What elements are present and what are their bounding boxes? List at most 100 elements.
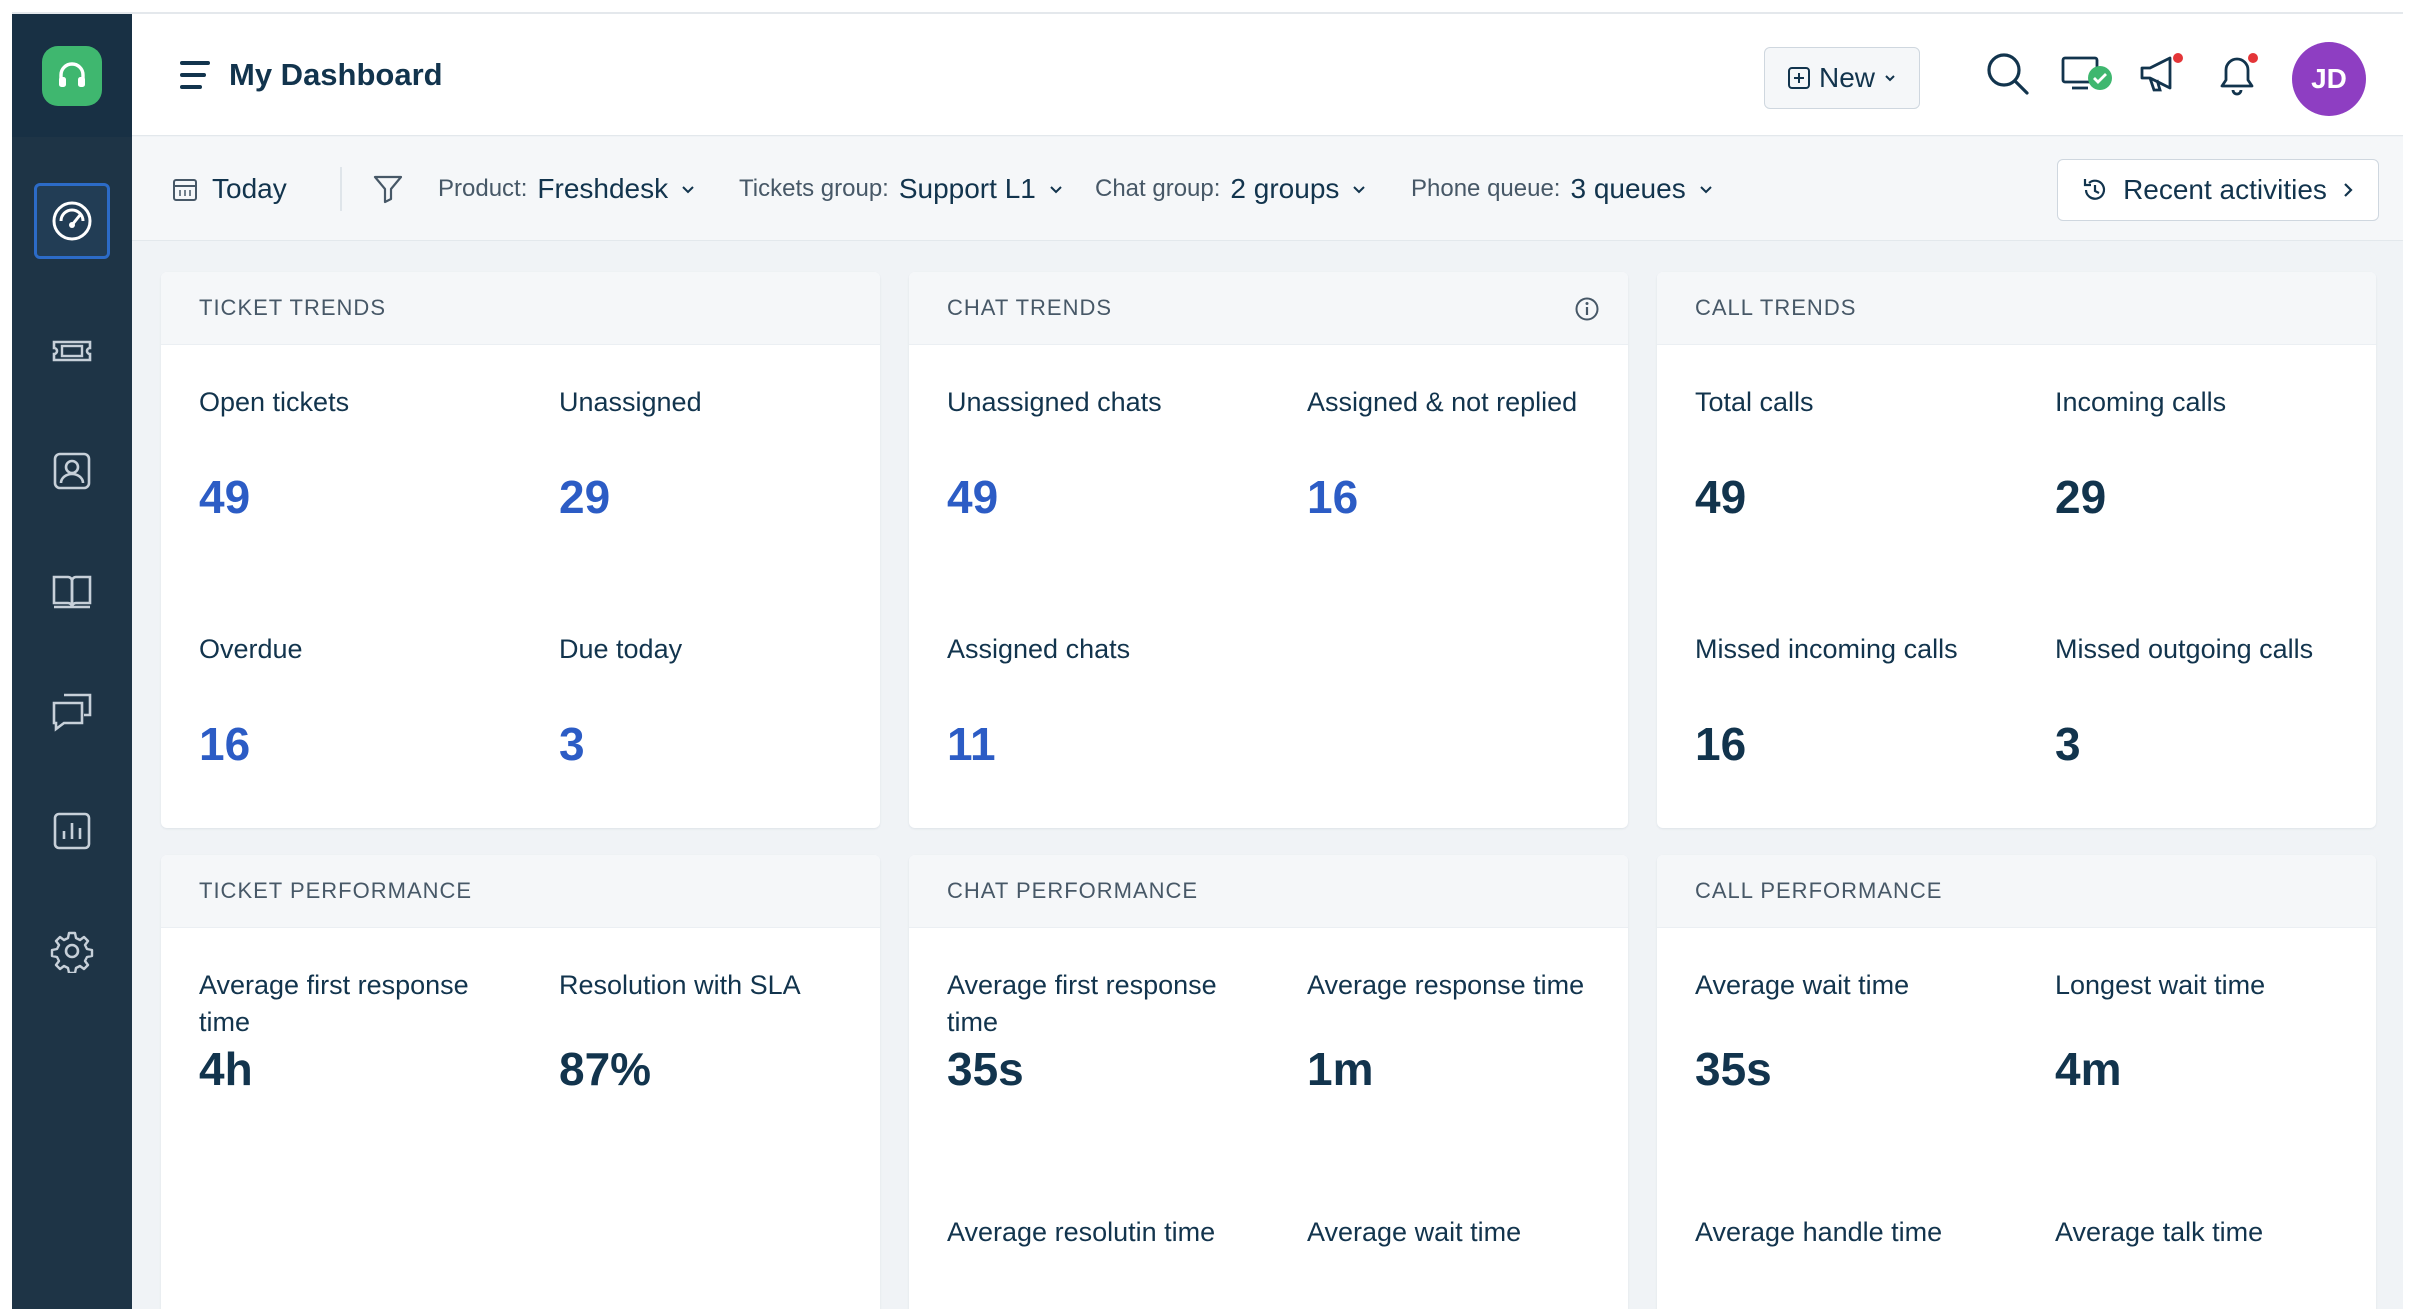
sidebar-item-tickets[interactable] (34, 313, 110, 389)
filter-button[interactable] (372, 137, 404, 241)
assigned-chats-metric[interactable]: Assigned chats 11 (947, 631, 1277, 772)
calendar-icon (173, 179, 197, 201)
filter-divider (340, 167, 342, 211)
metric-value: 29 (559, 471, 611, 523)
new-button[interactable]: New (1764, 47, 1920, 109)
phone-queue-filter[interactable]: Phone queue: 3 queues (1411, 137, 1714, 241)
avg-resolution-time-metric[interactable]: Average resolutin time (947, 1214, 1277, 1251)
metric-value: 3 (2055, 718, 2081, 770)
sidebar-item-settings[interactable] (34, 913, 110, 989)
metric-value: 3 (559, 718, 585, 770)
chevron-down-icon (1353, 186, 1366, 194)
metric-label: Average first response time (199, 970, 469, 1037)
history-icon (2083, 179, 2106, 200)
knowledge-base-icon (52, 575, 92, 609)
unassigned-chats-metric[interactable]: Unassigned chats 49 (947, 384, 1277, 525)
metric-label: Due today (559, 634, 683, 664)
megaphone-icon (2140, 53, 2183, 92)
info-icon[interactable] (1574, 296, 1600, 322)
search-button[interactable] (1984, 50, 2032, 103)
sidebar-item-conversations[interactable] (34, 673, 110, 749)
new-button-label: New (1818, 62, 1875, 93)
sidebar (12, 14, 132, 1309)
chat-group-filter-value: 2 groups (1230, 173, 1340, 204)
avg-talk-time-metric[interactable]: Average talk time (2055, 1214, 2376, 1251)
avatar[interactable]: JD (2292, 42, 2366, 116)
tickets-group-filter-label: Tickets group: (739, 175, 889, 202)
metric-value: 49 (947, 471, 999, 523)
metric-label: Assigned & not replied (1307, 387, 1578, 417)
metric-value: 16 (1307, 471, 1359, 523)
metric-label: Average first response time (947, 970, 1217, 1037)
conversations-icon (52, 693, 92, 732)
metric-value: 4h (199, 1043, 253, 1095)
card-title: TICKET TRENDS (161, 272, 880, 345)
chat-group-filter[interactable]: Chat group: 2 groups (1095, 137, 1367, 241)
avg-handle-time-metric[interactable]: Average handle time (1695, 1214, 2025, 1251)
chat-group-filter-label: Chat group: (1095, 175, 1221, 202)
open-tickets-metric[interactable]: Open tickets 49 (199, 384, 529, 525)
metric-value: 11 (947, 718, 996, 770)
metric-value: 29 (2055, 471, 2107, 523)
overdue-tickets-metric[interactable]: Overdue 16 (199, 631, 529, 772)
notifications-button[interactable] (2214, 50, 2264, 103)
avg-first-response-metric[interactable]: Average first response time 4h (199, 967, 519, 1097)
headset-icon (59, 61, 85, 87)
metric-label: Average wait time (1307, 1217, 1522, 1247)
date-filter[interactable]: Today (172, 137, 299, 241)
chat-performance-card: CHAT PERFORMANCE Average first response … (909, 855, 1628, 1309)
metric-label: Incoming calls (2055, 387, 2227, 417)
unassigned-tickets-metric[interactable]: Unassigned 29 (559, 384, 880, 525)
contacts-icon (53, 452, 91, 490)
sidebar-item-knowledge-base[interactable] (34, 553, 110, 629)
avg-wait-time-metric[interactable]: Average wait time (1307, 1214, 1628, 1251)
chevron-down-icon (682, 186, 694, 194)
product-filter-value: Freshdesk (537, 173, 669, 204)
avg-first-response-metric[interactable]: Average first response time 35s (947, 967, 1267, 1097)
metric-value: 87% (559, 1043, 652, 1095)
analytics-icon (53, 812, 91, 850)
ticket-performance-card: TICKET PERFORMANCE Average first respons… (161, 855, 880, 1309)
sidebar-item-analytics[interactable] (34, 793, 110, 869)
sidebar-item-contacts[interactable] (34, 433, 110, 509)
tickets-group-filter[interactable]: Tickets group: Support L1 (739, 137, 1064, 241)
announcements-button[interactable] (2138, 50, 2188, 103)
longest-wait-time-metric[interactable]: Longest wait time 4m (2055, 967, 2376, 1097)
ticket-trends-card: TICKET TRENDS Open tickets 49 Unassigned… (161, 272, 880, 828)
chat-trends-card: CHAT TRENDS Unassigned chats 49 Assigned… (909, 272, 1628, 828)
card-title: CHAT PERFORMANCE (909, 855, 1628, 928)
top-header: My Dashboard New (132, 14, 2403, 136)
metric-label: Overdue (199, 634, 303, 664)
avatar-initials: JD (2311, 63, 2347, 94)
metric-label: Average talk time (2055, 1217, 2264, 1247)
recent-activities-button[interactable]: Recent activities (2057, 159, 2379, 221)
card-title: CALL TRENDS (1657, 272, 2376, 345)
search-icon (1987, 53, 2029, 95)
agent-status-button[interactable] (2060, 50, 2116, 103)
due-today-metric[interactable]: Due today 3 (559, 631, 880, 772)
incoming-calls-metric[interactable]: Incoming calls 29 (2055, 384, 2376, 525)
hamburger-icon (180, 61, 210, 89)
total-calls-metric[interactable]: Total calls 49 (1695, 384, 2025, 525)
resolution-sla-metric[interactable]: Resolution with SLA 87% (559, 967, 880, 1097)
avg-response-time-metric[interactable]: Average response time 1m (1307, 967, 1628, 1097)
phone-queue-filter-label: Phone queue: (1411, 175, 1561, 202)
date-filter-value: Today (212, 173, 287, 204)
metric-value: 1m (1307, 1043, 1374, 1095)
metric-label: Open tickets (199, 387, 350, 417)
chevron-down-icon (1050, 186, 1062, 194)
metric-label: Average response time (1307, 970, 1585, 1000)
app-logo[interactable] (42, 45, 102, 106)
sidebar-item-dashboard[interactable] (34, 183, 110, 259)
metric-label: Average handle time (1695, 1217, 1943, 1247)
metric-value: 16 (199, 718, 251, 770)
missed-incoming-calls-metric[interactable]: Missed incoming calls 16 (1695, 631, 2025, 772)
missed-outgoing-calls-metric[interactable]: Missed outgoing calls 3 (2055, 631, 2376, 772)
page-title: My Dashboard (229, 57, 443, 92)
card-title: CALL PERFORMANCE (1657, 855, 2376, 928)
product-filter[interactable]: Product: Freshdesk (438, 137, 696, 241)
call-trends-card: CALL TRENDS Total calls 49 Incoming call… (1657, 272, 2376, 828)
avg-wait-time-metric[interactable]: Average wait time 35s (1695, 967, 2025, 1097)
menu-toggle-button[interactable] (178, 58, 214, 97)
assigned-not-replied-metric[interactable]: Assigned & not replied 16 (1307, 384, 1628, 525)
